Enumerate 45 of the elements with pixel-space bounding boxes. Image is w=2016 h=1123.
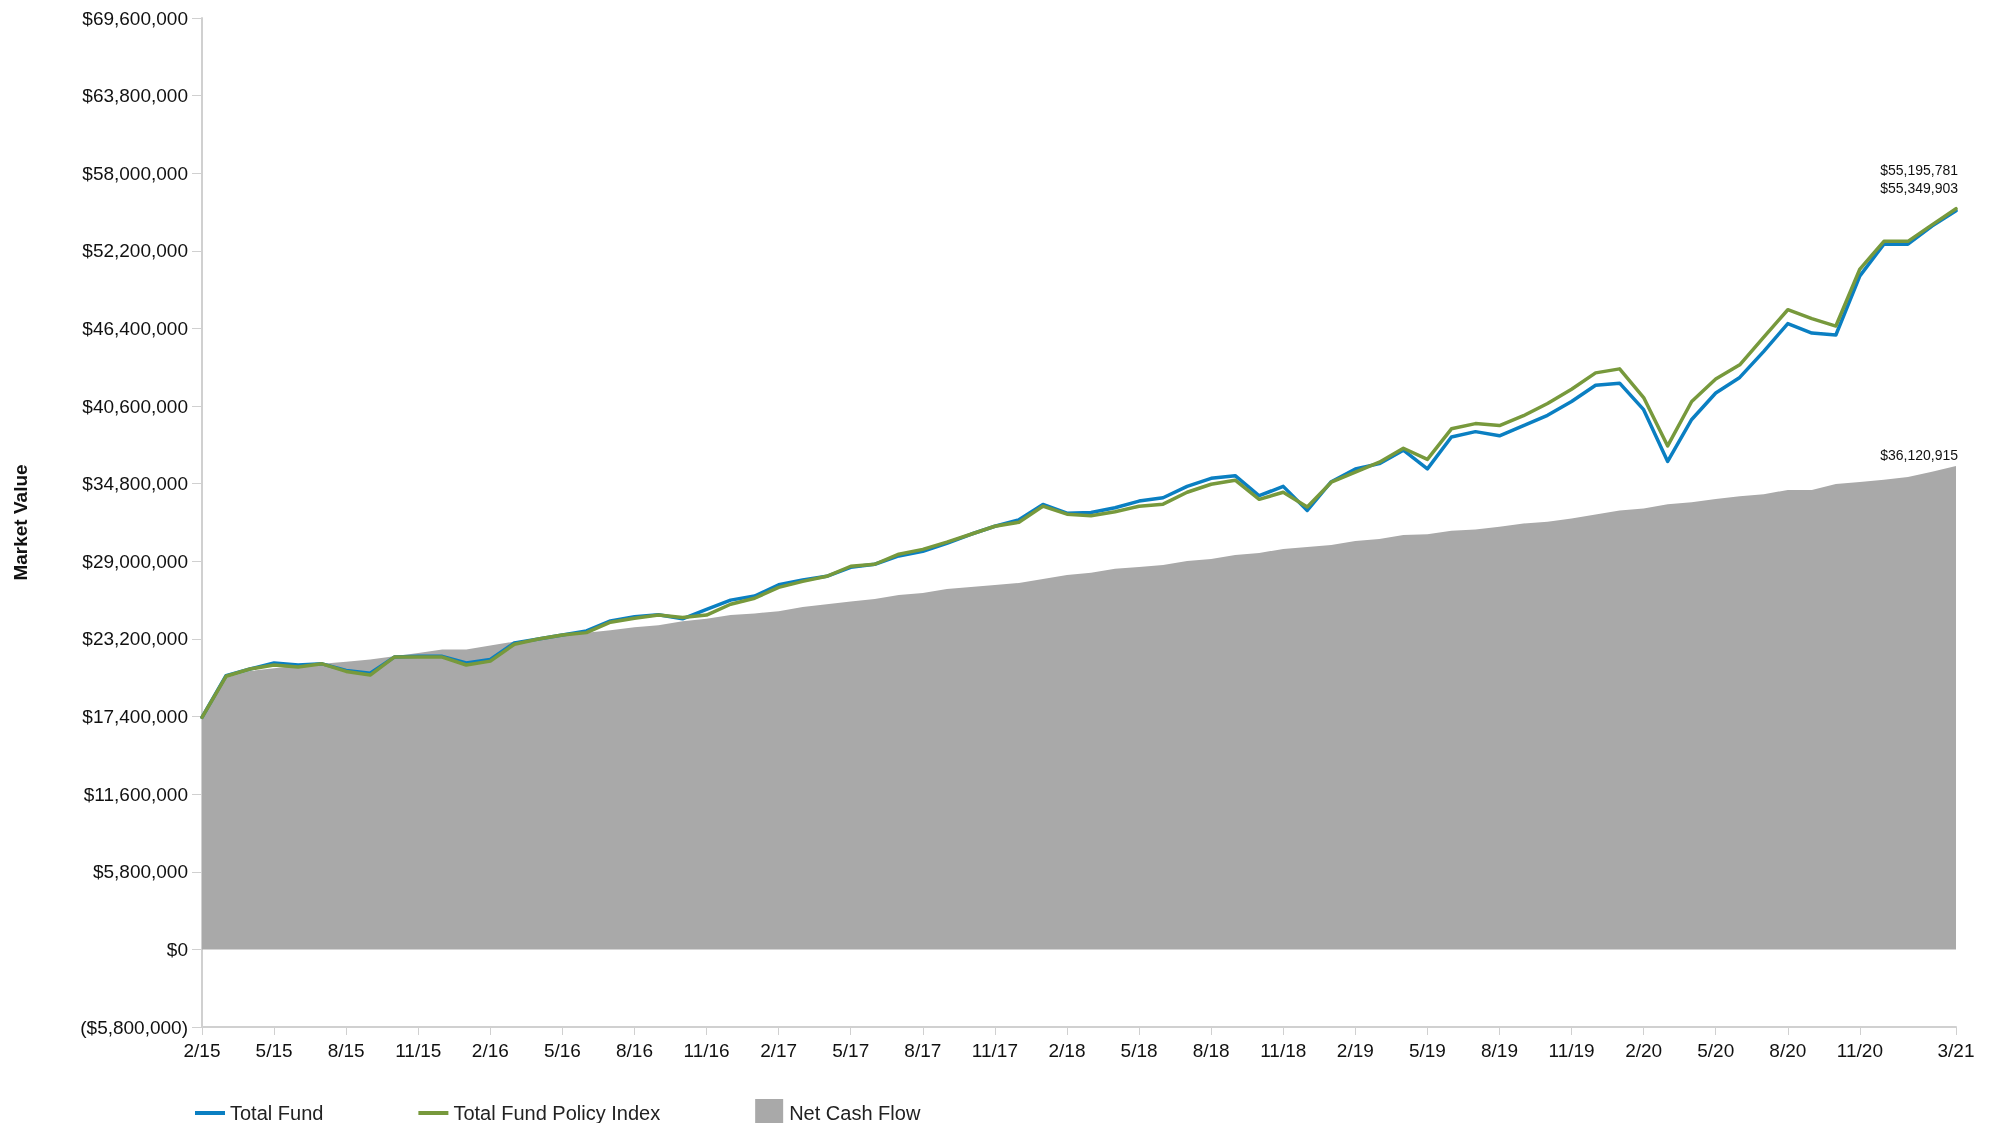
y-tick-label: $58,000,000 — [82, 162, 188, 184]
x-tick-label: 5/17 — [832, 1040, 870, 1061]
x-tick-label: 11/15 — [395, 1040, 442, 1061]
y-tick-label: $69,600,000 — [82, 7, 188, 29]
y-tick-label: $5,800,000 — [92, 861, 188, 883]
legend-label: Net Cash Flow — [789, 1102, 921, 1123]
x-tick-label: 8/17 — [904, 1040, 942, 1061]
x-tick-label: 2/17 — [760, 1040, 798, 1061]
data-label: $36,120,915 — [1880, 447, 1959, 464]
y-axis-title: Market Value — [10, 464, 31, 581]
legend-label: Total Fund — [230, 1102, 324, 1123]
x-tick-label: 11/20 — [1836, 1040, 1883, 1061]
x-tick-label: 5/19 — [1408, 1040, 1446, 1061]
y-tick-label: $63,800,000 — [82, 85, 188, 107]
x-tick-label: 8/15 — [327, 1040, 365, 1061]
y-tick-label: ($5,800,000) — [80, 1016, 188, 1038]
x-tick-label: 8/16 — [616, 1040, 653, 1061]
x-tick-label: 5/20 — [1697, 1040, 1735, 1061]
x-tick-label: 2/16 — [471, 1040, 509, 1061]
x-tick-label: 5/15 — [255, 1040, 293, 1061]
x-tick-label: 11/19 — [1548, 1040, 1595, 1061]
x-tick-label: 11/17 — [971, 1040, 1018, 1061]
y-tick-label: $34,800,000 — [82, 473, 188, 495]
y-tick-label: $11,600,000 — [83, 783, 188, 805]
x-tick-label: 5/18 — [1120, 1040, 1158, 1061]
x-tick-label: 2/18 — [1048, 1040, 1086, 1061]
y-tick-label: $40,600,000 — [82, 395, 188, 417]
y-tick-label: $29,000,000 — [82, 550, 188, 572]
x-tick-label: 11/16 — [683, 1040, 730, 1061]
y-tick-label: $52,200,000 — [82, 240, 188, 262]
y-tick-label: $46,400,000 — [82, 317, 188, 339]
data-label: $55,349,903 — [1880, 179, 1959, 196]
x-tick-label: 8/20 — [1769, 1040, 1807, 1061]
x-tick-label: 5/16 — [543, 1040, 581, 1061]
y-tick-label: $0 — [166, 938, 188, 960]
x-tick-label: 2/15 — [183, 1040, 221, 1061]
x-tick-label: 2/19 — [1336, 1040, 1374, 1061]
y-tick-label: $23,200,000 — [82, 628, 188, 650]
x-tick-label: 2/20 — [1625, 1040, 1663, 1061]
data-label: $55,195,781 — [1880, 161, 1959, 178]
x-tick-label: 8/18 — [1192, 1040, 1230, 1061]
x-tick-label: 11/18 — [1260, 1040, 1307, 1061]
x-tick-label: 8/19 — [1480, 1040, 1518, 1061]
x-tick-label: 3/21 — [1937, 1040, 1975, 1061]
y-tick-label: $17,400,000 — [82, 706, 188, 728]
